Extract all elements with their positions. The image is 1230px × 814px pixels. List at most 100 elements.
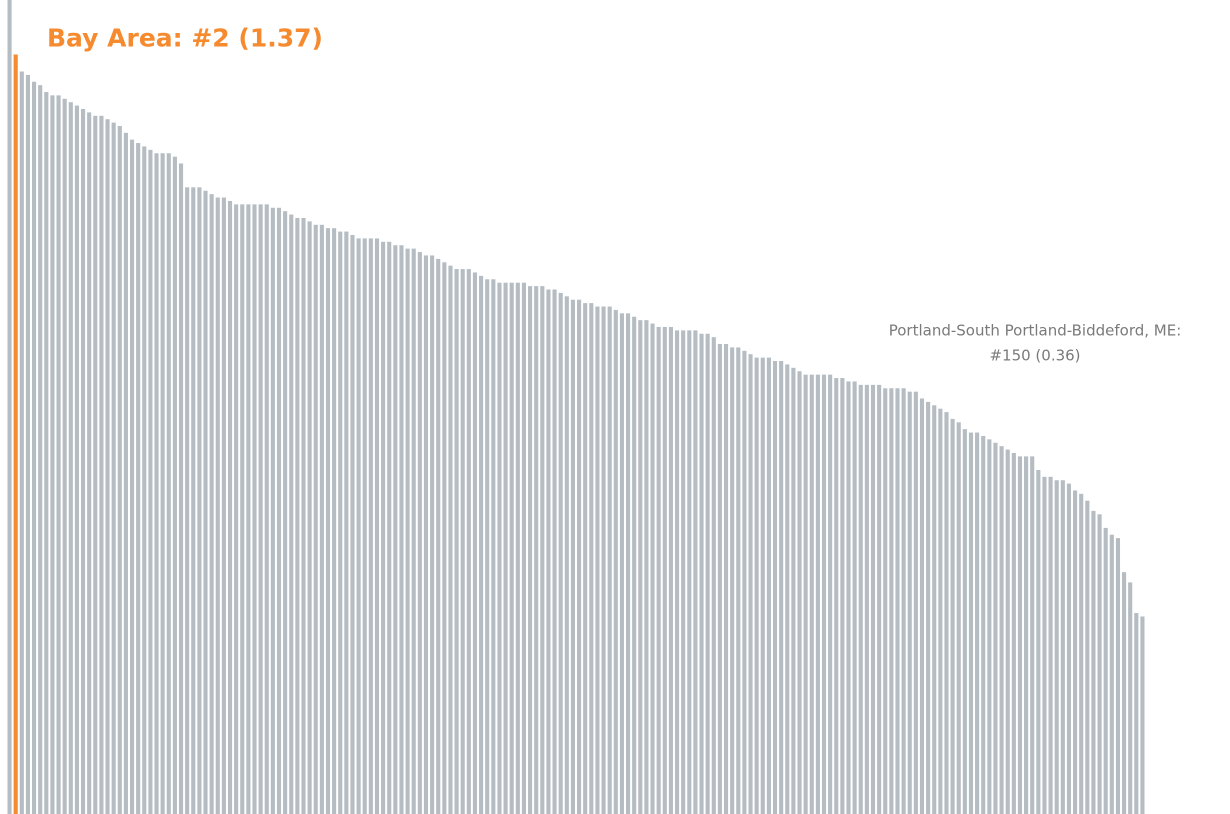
bar (809, 374, 814, 814)
bar (723, 343, 729, 814)
bar (240, 204, 245, 814)
bar (1122, 572, 1127, 814)
bar (638, 320, 643, 814)
bar (754, 357, 759, 814)
bar (607, 306, 612, 814)
bar (864, 384, 869, 814)
bar (19, 71, 24, 814)
bar (1115, 538, 1121, 814)
bar (681, 330, 686, 814)
bar (503, 282, 508, 814)
bar (766, 357, 771, 814)
bar (901, 388, 906, 814)
bar (105, 119, 110, 814)
bar (791, 367, 796, 814)
bar (381, 241, 386, 814)
bar (148, 149, 153, 814)
bar (123, 132, 128, 814)
annotation: #150 (0.36) (989, 346, 1080, 364)
bar (332, 228, 337, 814)
bar (356, 238, 361, 814)
bar (319, 224, 324, 814)
bar (399, 245, 404, 814)
bar (405, 248, 410, 814)
bar (668, 326, 673, 814)
bar (601, 306, 606, 814)
bar (460, 269, 465, 814)
bar (25, 74, 30, 814)
bar (521, 282, 527, 814)
bar (570, 299, 575, 814)
bar (1036, 470, 1041, 814)
bar (111, 122, 116, 814)
bar (1079, 493, 1084, 814)
bar (74, 105, 79, 814)
bar (276, 207, 282, 814)
annotation: Bay Area: #2 (1.37) (47, 23, 323, 52)
bar (619, 313, 624, 814)
bar (136, 143, 141, 814)
bar (919, 398, 925, 814)
bar (172, 156, 177, 814)
bar (289, 214, 294, 814)
bar (687, 330, 692, 814)
bar (662, 326, 667, 814)
bar (797, 371, 802, 814)
bar (956, 422, 961, 814)
bar (387, 241, 392, 814)
bar (442, 262, 447, 814)
bar (160, 153, 165, 814)
bar (834, 378, 839, 814)
bar (479, 275, 484, 814)
bar (411, 248, 416, 814)
bar (497, 282, 502, 814)
bar (191, 187, 196, 814)
bar (1017, 456, 1023, 814)
bar (583, 303, 588, 814)
bar (962, 429, 967, 814)
bar (485, 279, 490, 814)
bar (430, 255, 435, 814)
bar (393, 245, 398, 814)
bar (1109, 534, 1114, 814)
bar (56, 95, 61, 814)
bar (142, 146, 147, 814)
bar (50, 95, 55, 814)
bar (515, 282, 520, 814)
bar (227, 200, 233, 814)
bar (1042, 476, 1047, 814)
bar (785, 364, 790, 814)
bar (448, 265, 453, 814)
bar (1054, 480, 1059, 814)
bar (558, 292, 563, 814)
bar (215, 197, 220, 814)
bar (325, 228, 331, 814)
bar (632, 316, 637, 814)
bar (185, 187, 190, 814)
bar (1128, 582, 1133, 814)
bar (772, 361, 778, 814)
bar (540, 286, 545, 814)
bar (1091, 510, 1096, 814)
bar (368, 238, 373, 814)
bar (1024, 456, 1029, 814)
bar (730, 347, 735, 814)
bar (374, 238, 380, 814)
bar (1005, 449, 1010, 814)
bar (44, 91, 49, 814)
bar (178, 163, 184, 814)
bar (993, 442, 998, 814)
bar (577, 299, 582, 814)
annotation: Portland-South Portland-Biddeford, ME: (889, 321, 1182, 339)
bar (1134, 613, 1139, 814)
bar (944, 412, 949, 814)
bar (546, 289, 551, 814)
bar (221, 197, 226, 814)
bar (1066, 483, 1072, 814)
bar (895, 388, 900, 814)
bar (821, 374, 827, 814)
bar (999, 446, 1004, 814)
bar (1085, 500, 1090, 814)
bar (117, 126, 122, 814)
bar (295, 217, 300, 814)
